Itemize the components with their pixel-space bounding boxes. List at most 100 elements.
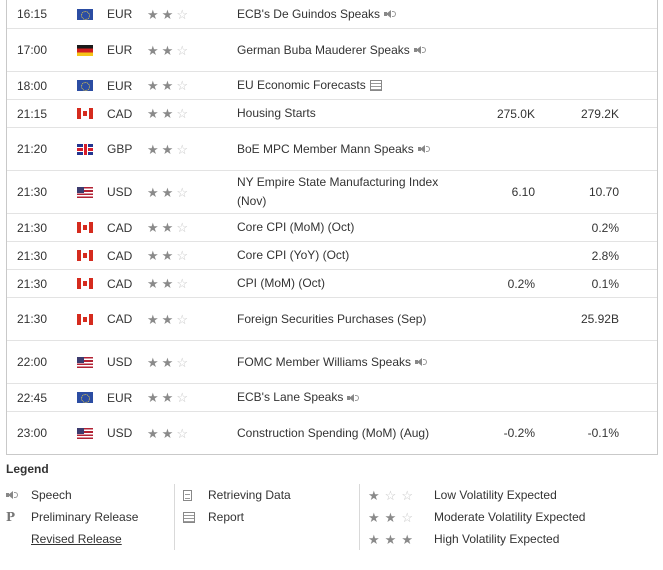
- event-name[interactable]: FOMC Member Williams Speaks: [237, 354, 412, 369]
- star-empty-icon: ☆: [176, 184, 188, 200]
- legend-column-volatility: ★ ☆ ☆ Low Volatility Expected ★ ★ ☆ Moderate…: [359, 484, 658, 550]
- flag-eu-icon: [77, 392, 93, 403]
- legend-high-label: High Volatility Expected: [434, 532, 560, 546]
- event-row[interactable]: 21:30 CAD ★ ★ ☆ Foreign Securities Purchases …: [7, 297, 657, 340]
- country-flag: [77, 108, 107, 119]
- legend-retrieving: Retrieving Data: [183, 484, 359, 506]
- star-empty-icon: ☆: [401, 487, 413, 503]
- star-icon: ★: [161, 106, 174, 121]
- event-actual: 275.0K: [496, 106, 535, 121]
- star-icon: ★: [368, 531, 380, 547]
- event-name[interactable]: ECB's De Guindos Speaks: [237, 6, 381, 21]
- event-name[interactable]: BoE MPC Member Mann Speaks: [237, 141, 414, 156]
- event-actual: 0.2%: [507, 276, 535, 291]
- event-currency: USD: [107, 185, 133, 199]
- event-row[interactable]: 17:00 EUR ★ ★ ☆ German Buba Mauderer Speaks: [7, 28, 657, 71]
- event-row[interactable]: 21:30 CAD ★ ★ ☆ Core CPI (YoY) (Oct) 2.8%: [7, 241, 657, 269]
- event-time: 22:45: [17, 390, 48, 405]
- legend-title: Legend: [6, 462, 49, 476]
- event-time: 21:20: [17, 142, 48, 156]
- star-icon: ★: [161, 184, 174, 200]
- star-icon: ★: [147, 248, 159, 263]
- star-icon: ★: [147, 42, 159, 58]
- flag-eu-icon: [77, 80, 93, 91]
- event-name[interactable]: CPI (MoM) (Oct): [237, 276, 325, 290]
- event-impact: ★ ★ ☆: [147, 107, 237, 120]
- event-row[interactable]: 21:30 USD ★ ★ ☆ NY Empire State Manufacturing…: [7, 170, 657, 213]
- event-row[interactable]: 21:15 CAD ★ ★ ☆ Housing Starts 275.0K 279.2K: [7, 99, 657, 127]
- country-flag: [77, 278, 107, 289]
- legend-report: Report: [183, 506, 359, 528]
- star-empty-icon: ☆: [176, 6, 188, 22]
- speaker-icon: [417, 144, 430, 154]
- event-impact: ★ ★ ☆: [147, 79, 237, 92]
- event-name[interactable]: Foreign Securities Purchases (Sep): [237, 311, 427, 326]
- country-flag: [77, 392, 107, 403]
- legend-moderate-volatility: ★ ★ ☆ Moderate Volatility Expected: [368, 506, 658, 528]
- star-icon: ★: [384, 531, 397, 547]
- country-flag: [77, 143, 107, 155]
- event-time: 21:30: [17, 185, 48, 199]
- star-icon: ★: [147, 390, 159, 405]
- flag-ca-icon: [77, 108, 93, 119]
- star-icon: ★: [368, 509, 380, 525]
- star-icon: ★: [147, 425, 159, 441]
- star-icon: ★: [147, 354, 159, 370]
- event-impact: ★ ★ ☆: [147, 143, 237, 156]
- event-name[interactable]: Construction Spending (MoM) (Aug): [237, 425, 430, 440]
- event-row[interactable]: 22:45 EUR ★ ★ ☆ ECB's Lane Speaks: [7, 383, 657, 411]
- event-row[interactable]: 23:00 USD ★ ★ ☆ Construction Spending (MoM) (…: [7, 411, 657, 454]
- country-flag: [77, 356, 107, 368]
- event-actual: 6.10: [511, 185, 535, 199]
- event-name[interactable]: German Buba Mauderer Speaks: [237, 42, 410, 57]
- event-impact: ★ ★ ☆: [147, 391, 237, 404]
- legend-low-volatility: ★ ☆ ☆ Low Volatility Expected: [368, 484, 658, 506]
- event-name[interactable]: ECB's Lane Speaks: [237, 390, 344, 404]
- legend-high-volatility: ★ ★ ★ High Volatility Expected: [368, 528, 658, 550]
- star-icon: ★: [147, 184, 159, 200]
- legend-low-label: Low Volatility Expected: [434, 488, 557, 502]
- event-name[interactable]: Core CPI (MoM) (Oct): [237, 220, 355, 234]
- legend-preliminary: P Preliminary Release: [6, 506, 174, 528]
- star-empty-icon: ☆: [176, 106, 188, 121]
- star-icon: ★: [384, 509, 397, 525]
- event-previous: 2.8%: [591, 248, 619, 263]
- event-name-cell: Construction Spending (MoM) (Aug): [237, 424, 467, 443]
- event-previous: 10.70: [588, 185, 619, 199]
- event-time: 17:00: [17, 43, 48, 57]
- country-flag: [77, 44, 107, 56]
- event-name[interactable]: NY Empire State Manufacturing Index (Nov…: [237, 175, 439, 208]
- star-empty-icon: ☆: [176, 141, 188, 157]
- star-empty-icon: ☆: [176, 220, 188, 235]
- event-row[interactable]: 21:30 CAD ★ ★ ☆ Core CPI (MoM) (Oct) 0.2%: [7, 213, 657, 241]
- flag-ca-icon: [77, 278, 93, 289]
- event-time: 23:00: [17, 426, 48, 440]
- event-row[interactable]: 22:00 USD ★ ★ ☆ FOMC Member Williams Speaks: [7, 340, 657, 383]
- event-name[interactable]: EU Economic Forecasts: [237, 78, 366, 92]
- event-name[interactable]: Housing Starts: [237, 106, 316, 120]
- legend-column-status: Retrieving Data Report: [174, 484, 359, 550]
- country-flag: [77, 250, 107, 261]
- event-currency: EUR: [107, 390, 133, 405]
- event-row[interactable]: 16:15 EUR ★ ★ ☆ ECB's De Guindos Speaks: [7, 0, 657, 28]
- speaker-icon: [384, 9, 397, 19]
- event-impact: ★ ★ ☆: [147, 249, 237, 262]
- legend-preliminary-label: Preliminary Release: [31, 510, 139, 524]
- star-icon: ★: [147, 106, 159, 121]
- flag-de-icon: [77, 44, 93, 56]
- event-impact: ★ ★ ☆: [147, 221, 237, 234]
- star-empty-icon: ☆: [176, 390, 188, 405]
- event-row[interactable]: 21:30 CAD ★ ★ ☆ CPI (MoM) (Oct) 0.2% 0.1%: [7, 269, 657, 297]
- event-name-cell: German Buba Mauderer Speaks: [237, 41, 467, 60]
- flag-us-icon: [77, 186, 93, 198]
- star-empty-icon: ☆: [176, 248, 188, 263]
- star-icon: ★: [161, 6, 174, 22]
- event-row[interactable]: 18:00 EUR ★ ★ ☆ EU Economic Forecasts: [7, 71, 657, 99]
- event-currency: EUR: [107, 43, 133, 57]
- event-time: 21:30: [17, 276, 48, 291]
- star-icon: ★: [161, 311, 174, 327]
- event-name[interactable]: Core CPI (YoY) (Oct): [237, 248, 350, 262]
- event-name-cell: EU Economic Forecasts: [237, 76, 467, 95]
- event-row[interactable]: 21:20 GBP ★ ★ ☆ BoE MPC Member Mann Speaks: [7, 127, 657, 170]
- flag-ca-icon: [77, 250, 93, 261]
